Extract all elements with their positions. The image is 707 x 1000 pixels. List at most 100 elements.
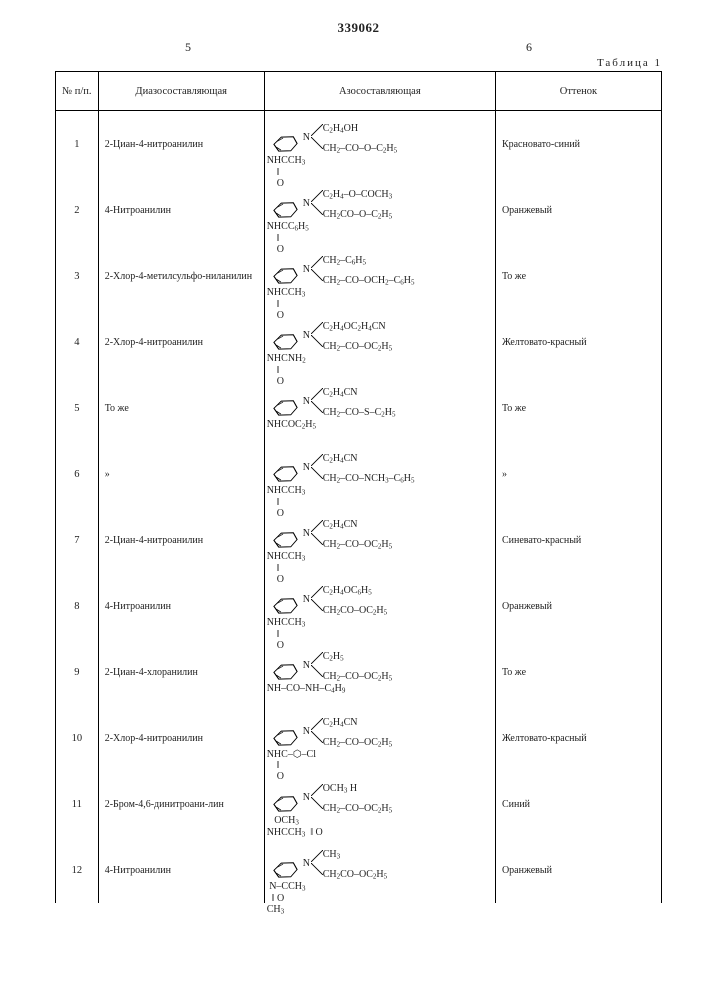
nitrogen-branch: N bbox=[303, 594, 310, 605]
diazo-cell: 2-Хлор-4-метилсульфо-ниланилин bbox=[98, 243, 264, 309]
nitrogen-branch: N bbox=[303, 660, 310, 671]
bond-line-icon bbox=[311, 269, 323, 281]
diazo-cell: 2-Хлор-4-нитроанилин bbox=[98, 309, 264, 375]
ring-substituent: OCH3NHCCH3 ‖ O bbox=[267, 815, 323, 838]
azo-structure-cell: N CH2–C6H5 CH2–CO–OCH2–C6H5 NHCCH3 ‖ O bbox=[264, 243, 495, 309]
lower-substituent: CH2CO–O–C2H5 bbox=[323, 209, 392, 221]
upper-substituent: CH2–C6H5 bbox=[323, 255, 366, 267]
table-row: 32-Хлор-4-метилсульфо-ниланилин N CH2–C6… bbox=[56, 243, 662, 309]
chemical-structure: N C2H4CN CH2–CO–NCH3–C6H5 NHCCH3 ‖ O bbox=[267, 445, 453, 503]
bond-line-icon bbox=[311, 652, 323, 664]
row-number: 7 bbox=[56, 507, 99, 573]
benzene-ring-icon bbox=[268, 135, 299, 154]
row-number: 8 bbox=[56, 573, 99, 639]
column-numbers: 5 6 bbox=[185, 40, 532, 55]
shade-cell: То же bbox=[495, 375, 661, 441]
azo-structure-cell: N C2H4OH CH2–CO–O–C2H5 NHCCH3 ‖ O bbox=[264, 111, 495, 178]
diazo-cell: 4-Нитроанилин bbox=[98, 837, 264, 903]
table-row: 112-Бром-4,6-динитроани-лин N OCH3 H CH2… bbox=[56, 771, 662, 837]
azo-structure-cell: N OCH3 H CH2–CO–OC2H5 OCH3NHCCH3 ‖ O bbox=[264, 771, 495, 837]
benzene-ring-icon bbox=[268, 201, 299, 220]
bond-line-icon bbox=[311, 137, 323, 149]
header-shade: Оттенок bbox=[495, 72, 661, 111]
lower-substituent: CH2–CO–O–C2H5 bbox=[323, 143, 397, 155]
row-number: 4 bbox=[56, 309, 99, 375]
document-number: 339062 bbox=[55, 20, 662, 36]
bond-line-icon bbox=[311, 797, 323, 809]
table-row: 24-Нитроанилин N C2H4–O–COCH3 CH2CO–O–C2… bbox=[56, 177, 662, 243]
azo-structure-cell: N C2H4CN CH2–CO–OC2H5 NHCCH3 ‖ O bbox=[264, 507, 495, 573]
benzene-ring-icon bbox=[268, 861, 299, 880]
col-right: 6 bbox=[526, 40, 532, 55]
shade-cell: Желтовато-красный bbox=[495, 705, 661, 771]
nitrogen-branch: N bbox=[303, 528, 310, 539]
row-number: 5 bbox=[56, 375, 99, 441]
azo-structure-cell: N C2H4CN CH2–CO–S–C2H5 NHCOC2H5 bbox=[264, 375, 495, 441]
table-row: 12-Циан-4-нитроанилин N C2H4OH CH2–CO–O–… bbox=[56, 111, 662, 178]
benzene-ring-icon bbox=[268, 399, 299, 418]
chemical-structure: N C2H4CN CH2–CO–OC2H5 NHCCH3 ‖ O bbox=[267, 511, 453, 569]
nitrogen-branch: N bbox=[303, 198, 310, 209]
bond-line-icon bbox=[311, 322, 323, 334]
nitrogen-branch: N bbox=[303, 132, 310, 143]
bond-line-icon bbox=[311, 401, 323, 413]
shade-cell: Желтовато-красный bbox=[495, 309, 661, 375]
chemical-structure: N C2H4OC6H5 CH2CO–OC2H5 NHCCH3 ‖ O bbox=[267, 577, 453, 635]
azo-structure-cell: N C2H4CN CH2–CO–OC2H5 NHC–⬡–Cl ‖ O bbox=[264, 705, 495, 771]
bond-line-icon bbox=[311, 520, 323, 532]
row-number: 2 bbox=[56, 177, 99, 243]
row-number: 9 bbox=[56, 639, 99, 705]
benzene-ring-icon bbox=[268, 531, 299, 550]
bond-line-icon bbox=[311, 256, 323, 268]
lower-substituent: CH2–CO–S–C2H5 bbox=[323, 407, 396, 419]
upper-substituent: C2H4OC6H5 bbox=[323, 585, 372, 597]
table-row: 42-Хлор-4-нитроанилин N C2H4OC2H4CN CH2–… bbox=[56, 309, 662, 375]
bond-line-icon bbox=[311, 850, 323, 862]
diazo-cell: » bbox=[98, 441, 264, 507]
upper-substituent: CH3 bbox=[323, 849, 340, 861]
table-row: 84-Нитроанилин N C2H4OC6H5 CH2CO–OC2H5 N… bbox=[56, 573, 662, 639]
upper-substituent: C2H4OH bbox=[323, 123, 358, 135]
chemical-structure: N C2H4CN CH2–CO–OC2H5 NHC–⬡–Cl ‖ O bbox=[267, 709, 453, 767]
upper-substituent: C2H4CN bbox=[323, 717, 358, 729]
benzene-ring-icon bbox=[268, 663, 299, 682]
shade-cell: Синевато-красный bbox=[495, 507, 661, 573]
col-left: 5 bbox=[185, 40, 191, 55]
diazo-cell: 2-Циан-4-хлоранилин bbox=[98, 639, 264, 705]
chemical-structure: N CH3 CH2CO–OC2H5 N–CCH3 ‖ OCH3 bbox=[267, 841, 453, 899]
bond-line-icon bbox=[311, 718, 323, 730]
table-row: 102-Хлор-4-нитроанилин N C2H4CN CH2–CO–O… bbox=[56, 705, 662, 771]
diazo-cell: 2-Бром-4,6-динитроани-лин bbox=[98, 771, 264, 837]
nitrogen-branch: N bbox=[303, 726, 310, 737]
shade-cell: Оранжевый bbox=[495, 573, 661, 639]
bond-line-icon bbox=[311, 335, 323, 347]
ring-substituent: NH–CO–NH–C4H9 bbox=[267, 683, 346, 695]
lower-substituent: CH2–CO–OCH2–C6H5 bbox=[323, 275, 415, 287]
shade-cell: Красновато-синий bbox=[495, 111, 661, 178]
chemical-structure: N C2H4OH CH2–CO–O–C2H5 NHCCH3 ‖ O bbox=[267, 115, 453, 173]
azo-structure-cell: N C2H4OC2H4CN CH2–CO–OC2H5 NHCNH2 ‖ O bbox=[264, 309, 495, 375]
table-row: 72-Циан-4-нитроанилин N C2H4CN CH2–CO–OC… bbox=[56, 507, 662, 573]
table-row: 92-Циан-4-хлоранилин N C2H5 CH2–CO–OC2H5… bbox=[56, 639, 662, 705]
upper-substituent: C2H4CN bbox=[323, 453, 358, 465]
upper-substituent: C2H4CN bbox=[323, 519, 358, 531]
ring-substituent: NHCOC2H5 bbox=[267, 419, 316, 431]
bond-line-icon bbox=[311, 599, 323, 611]
table-row: 6» N C2H4CN CH2–CO–NCH3–C6H5 NHCCH3 ‖ O … bbox=[56, 441, 662, 507]
nitrogen-branch: N bbox=[303, 462, 310, 473]
azo-structure-cell: N C2H4–O–COCH3 CH2CO–O–C2H5 NHCC6H5 ‖ O bbox=[264, 177, 495, 243]
upper-substituent: C2H4OC2H4CN bbox=[323, 321, 386, 333]
lower-substituent: CH2–CO–OC2H5 bbox=[323, 803, 392, 815]
shade-cell: Синий bbox=[495, 771, 661, 837]
shade-cell: То же bbox=[495, 639, 661, 705]
bond-line-icon bbox=[311, 388, 323, 400]
compounds-table: № п/п. Диазосоставляющая Азосоставляющая… bbox=[55, 71, 662, 903]
table-row: 5То же N C2H4CN CH2–CO–S–C2H5 NHCOC2H5 Т… bbox=[56, 375, 662, 441]
ring-substituent: N–CCH3 ‖ OCH3 bbox=[267, 881, 306, 915]
chemical-structure: N CH2–C6H5 CH2–CO–OCH2–C6H5 NHCCH3 ‖ O bbox=[267, 247, 453, 305]
bond-line-icon bbox=[311, 784, 323, 796]
lower-substituent: CH2–CO–OC2H5 bbox=[323, 737, 392, 749]
row-number: 10 bbox=[56, 705, 99, 771]
upper-substituent: C2H4CN bbox=[323, 387, 358, 399]
row-number: 12 bbox=[56, 837, 99, 903]
